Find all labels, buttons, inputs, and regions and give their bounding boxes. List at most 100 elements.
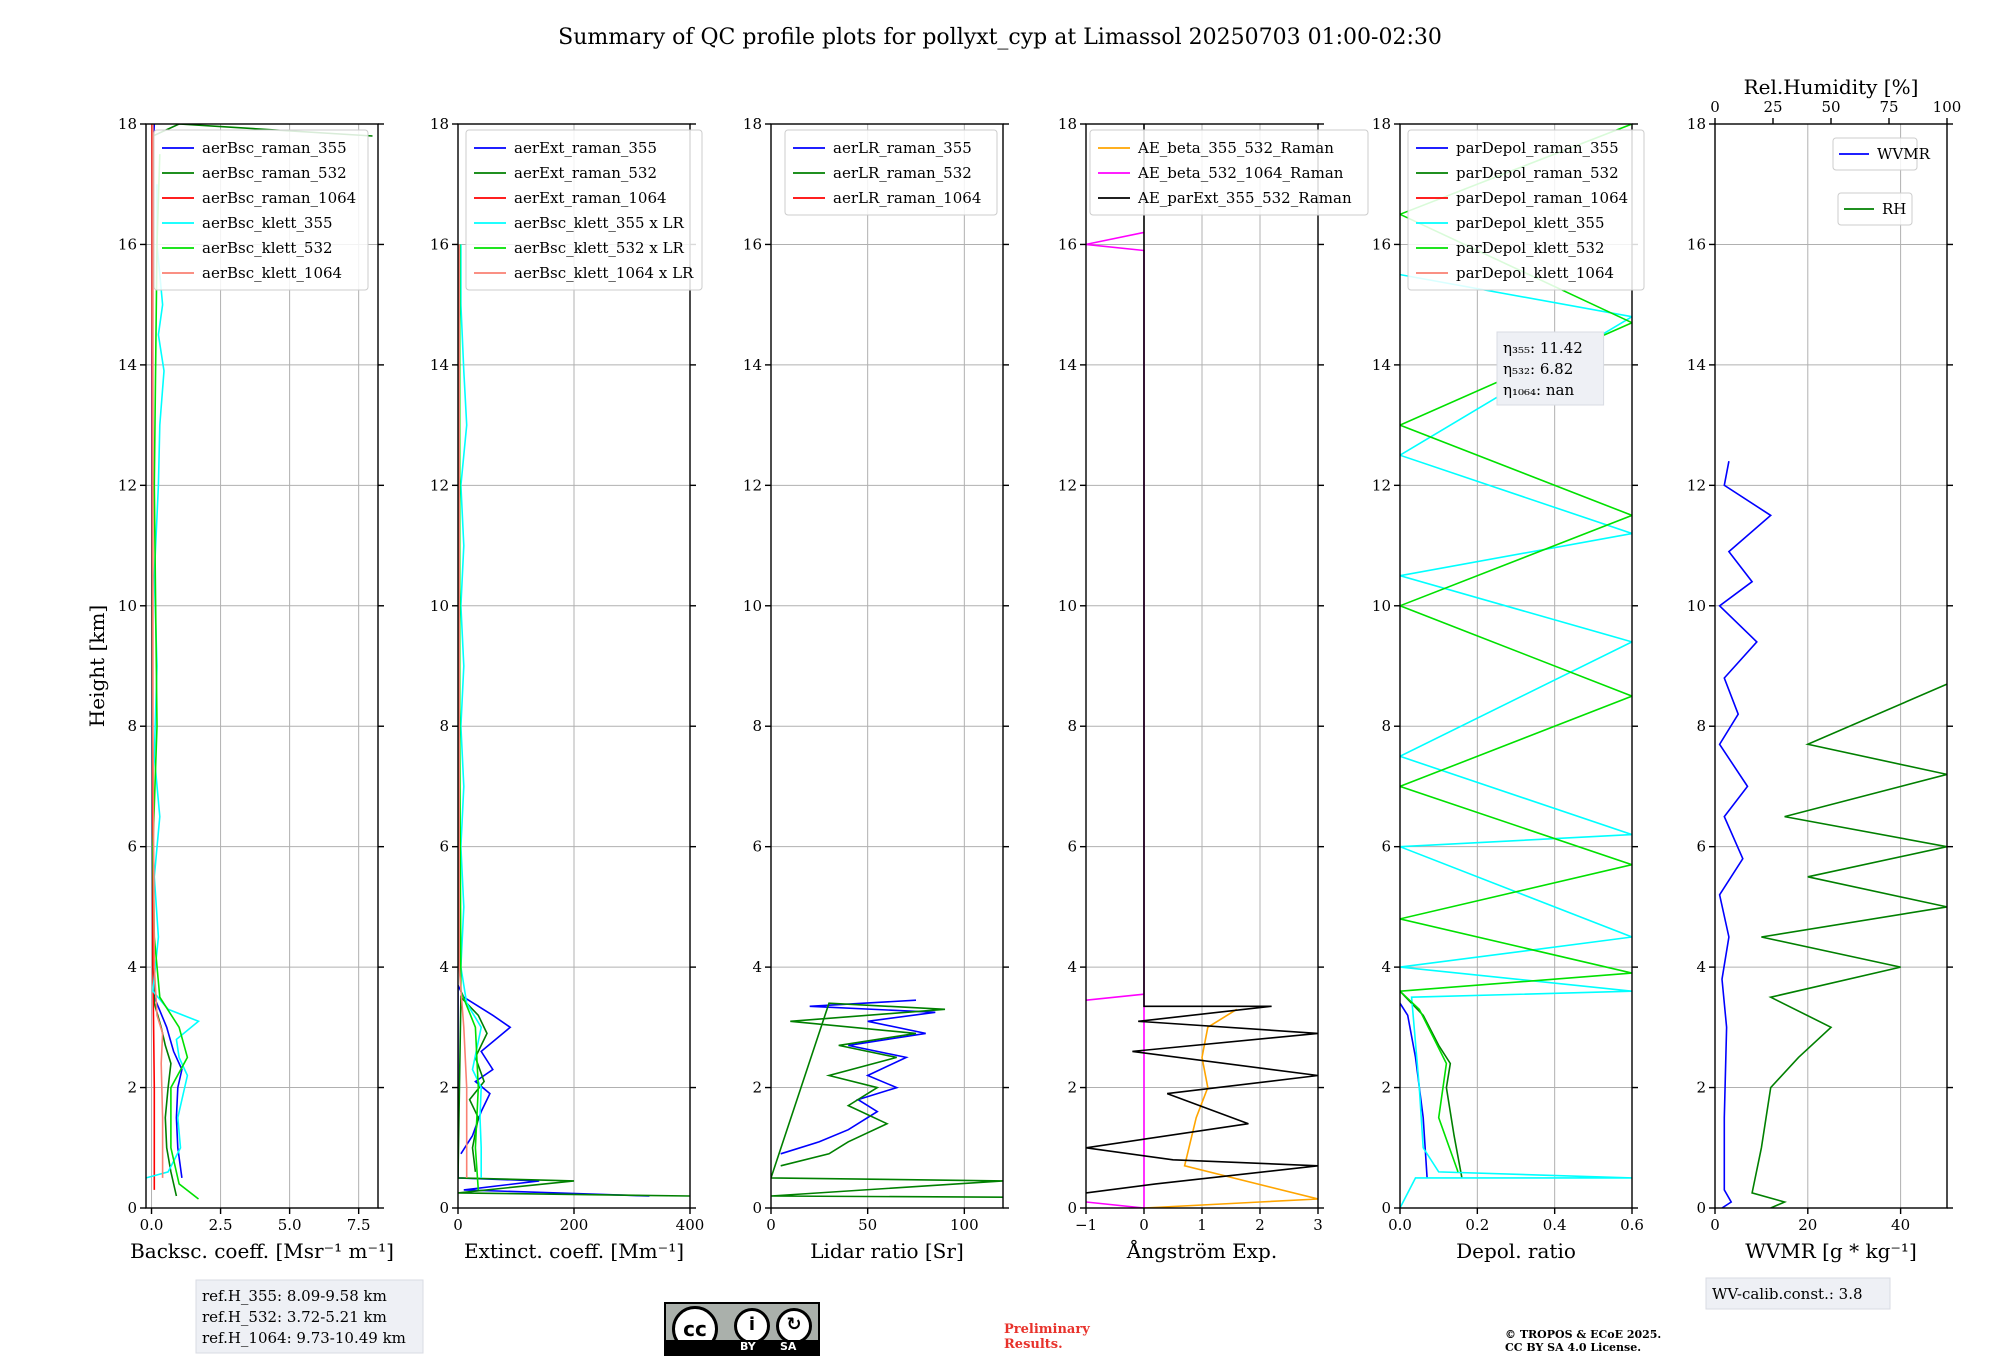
y-tick-label: 2 <box>1696 1079 1706 1097</box>
legend-box <box>1832 137 1918 171</box>
info-box-line: η₁₀₆₄: nan <box>1503 381 1574 399</box>
y-tick-label: 16 <box>1687 235 1706 253</box>
info-box-line: η₅₃₂: 6.82 <box>1503 360 1573 378</box>
top-x-tick-label: 100 <box>1933 98 1962 116</box>
top-x-tick-label: 75 <box>1879 98 1898 116</box>
x-tick-label: 0.6 <box>1620 1216 1644 1234</box>
series-line-aerExt_raman_355 <box>458 984 650 1197</box>
x-axis-label: Ångström Exp. <box>1126 1238 1277 1263</box>
y-tick-label: 4 <box>1696 958 1706 976</box>
legend-box <box>1089 129 1369 216</box>
info-box-line: ref.H_355: 8.09-9.58 km <box>202 1287 387 1305</box>
legend-entry: aerBsc_klett_532 x LR <box>514 239 685 257</box>
y-tick-label: 6 <box>1696 838 1706 856</box>
y-tick-label: 6 <box>127 838 137 856</box>
series-line-aerExt_raman_532 <box>458 995 690 1197</box>
legend-entry: parDepol_raman_1064 <box>1456 189 1628 207</box>
preliminary-line-2: Results. <box>1004 1337 1063 1352</box>
y-tick-label: 14 <box>430 356 449 374</box>
legend-box <box>1837 192 1913 226</box>
y-tick-label: 12 <box>118 476 137 494</box>
x-tick-label: 0.4 <box>1543 1216 1567 1234</box>
legend-entry: AE_beta_355_532_Raman <box>1137 139 1334 157</box>
y-tick-label: 4 <box>1381 958 1391 976</box>
x-tick-label: 0.0 <box>140 1216 164 1234</box>
y-tick-label: 12 <box>430 476 449 494</box>
legend-entry: aerLR_raman_532 <box>833 164 972 182</box>
y-tick-label: 10 <box>743 597 762 615</box>
legend-entry: parDepol_klett_355 <box>1456 214 1605 232</box>
y-tick-label: 16 <box>430 235 449 253</box>
axes-frame <box>1714 123 1948 1209</box>
cc-sa-label: SA <box>780 1340 797 1353</box>
x-tick-label: 20 <box>1798 1216 1817 1234</box>
y-tick-label: 10 <box>1687 597 1706 615</box>
series-line-aerBsc_klett_532 x LR <box>458 244 480 1190</box>
legend-entry: aerBsc_raman_532 <box>202 164 347 182</box>
y-tick-label: 0 <box>752 1199 762 1217</box>
y-tick-label: 6 <box>1067 838 1077 856</box>
y-tick-label: 0 <box>439 1199 449 1217</box>
y-tick-label: 6 <box>439 838 449 856</box>
y-axis-label: Height [km] <box>85 605 109 727</box>
y-tick-label: 14 <box>1372 356 1391 374</box>
legend-entry: parDepol_klett_532 <box>1456 239 1605 257</box>
y-tick-label: 0 <box>1696 1199 1706 1217</box>
x-tick-label: 2.5 <box>209 1216 233 1234</box>
legend-entry: aerBsc_klett_1064 <box>202 264 342 282</box>
preliminary-line-1: Preliminary <box>1004 1322 1090 1337</box>
panel-1: 0 2 4 6 8 10 12 14 16 18 0.0 2.5 5.0 7.5 Backsc. coeff… <box>118 115 394 1263</box>
x-tick-label: 40 <box>1891 1216 1910 1234</box>
info-box <box>1705 1277 1891 1310</box>
copyright-line-2: CC BY SA 4.0 License. <box>1505 1341 1642 1354</box>
y-tick-label: 10 <box>118 597 137 615</box>
y-tick-label: 2 <box>1381 1079 1391 1097</box>
legend-entry: aerLR_raman_1064 <box>833 189 981 207</box>
y-tick-label: 4 <box>127 958 137 976</box>
x-axis-label: WVMR [g * kg⁻¹] <box>1745 1239 1917 1263</box>
series-line-aerBsc_klett_355 x LR <box>460 244 483 1178</box>
info-box-line: η₃₅₅: 11.42 <box>1503 339 1583 357</box>
y-tick-label: 18 <box>118 115 137 133</box>
y-tick-label: 12 <box>1687 476 1706 494</box>
preliminary-note: Preliminary Results. <box>1004 1322 1090 1352</box>
x-tick-label: 3 <box>1313 1216 1323 1234</box>
legend-box <box>1407 129 1645 291</box>
y-tick-label: 10 <box>1058 597 1077 615</box>
series-line-aerBsc_klett_1064 <box>152 124 164 1178</box>
legend-entry: parDepol_raman_532 <box>1456 164 1619 182</box>
y-tick-label: 12 <box>1372 476 1391 494</box>
x-axis-label: Extinct. coeff. [Mm⁻¹] <box>464 1239 684 1263</box>
x-tick-label: 0 <box>1710 1216 1720 1234</box>
y-tick-label: 12 <box>743 476 762 494</box>
cc-license-badge: cc i ↻ BY SA <box>664 1302 820 1356</box>
x-tick-label: 2 <box>1255 1216 1265 1234</box>
x-tick-label: 0.0 <box>1388 1216 1412 1234</box>
info-box-line: ref.H_1064: 9.73-10.49 km <box>202 1329 406 1347</box>
y-tick-label: 16 <box>743 235 762 253</box>
legend-entry: AE_beta_532_1064_Raman <box>1137 164 1344 182</box>
x-axis-label: Backsc. coeff. [Msr⁻¹ m⁻¹] <box>130 1239 394 1263</box>
info-box <box>1496 331 1605 406</box>
axes-frame <box>770 123 1004 1209</box>
y-tick-label: 14 <box>118 356 137 374</box>
by-person-icon: i <box>734 1308 770 1344</box>
series-line-parDepol_raman_532 <box>1400 990 1463 1179</box>
x-tick-label: 0 <box>453 1216 463 1234</box>
info-box-line: ref.H_532: 3.72-5.21 km <box>202 1308 387 1326</box>
y-tick-label: 18 <box>1687 115 1706 133</box>
legend-box <box>153 129 369 291</box>
y-tick-label: 8 <box>1381 717 1391 735</box>
legend-entry: aerExt_raman_1064 <box>514 189 667 207</box>
legend-entry: aerExt_raman_355 <box>514 139 657 157</box>
y-tick-label: 10 <box>430 597 449 615</box>
legend-box <box>465 129 703 291</box>
legend-entry: aerBsc_klett_355 x LR <box>514 214 685 232</box>
legend-box <box>784 129 998 216</box>
y-tick-label: 0 <box>127 1199 137 1217</box>
series-line-parDepol_klett_355 <box>1400 273 1632 1208</box>
series-line-AE_beta_355_532_Raman <box>1143 1008 1318 1208</box>
legend-entry: aerBsc_raman_1064 <box>202 189 356 207</box>
sa-arrow-icon: ↻ <box>776 1308 812 1344</box>
